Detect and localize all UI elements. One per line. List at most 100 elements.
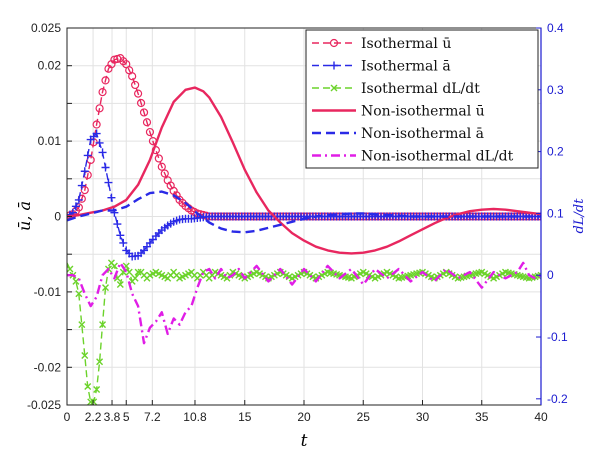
x-tick-label: 15 bbox=[238, 410, 252, 424]
series-non-isothermal-line bbox=[67, 86, 541, 255]
legend-swatch-marker bbox=[330, 84, 338, 92]
x-tick-label: 2.2 bbox=[85, 410, 102, 424]
series-isothermal-dl-dt-marker bbox=[84, 382, 92, 390]
series-isothermal-marker bbox=[136, 98, 146, 108]
series-isothermal-marker bbox=[101, 163, 110, 172]
y-right-tick-label: 0.1 bbox=[547, 206, 564, 220]
y-axis-left-label: ū, ā bbox=[15, 201, 34, 231]
series-non-isothermal-dl-dt bbox=[67, 261, 541, 345]
series-isothermal-marker bbox=[131, 80, 140, 90]
y-left-tick-label: -0.025 bbox=[27, 398, 61, 412]
x-tick-label: 20 bbox=[297, 410, 311, 424]
series-isothermal-marker bbox=[74, 195, 83, 204]
x-tick-label: 0 bbox=[64, 410, 71, 424]
series-isothermal-marker bbox=[98, 87, 107, 97]
series-isothermal-marker bbox=[80, 186, 89, 195]
series-isothermal-marker bbox=[92, 129, 101, 138]
series-isothermal-marker bbox=[98, 148, 107, 157]
y-right-tick-label: 0.3 bbox=[547, 83, 564, 97]
legend-swatch-marker bbox=[329, 38, 339, 48]
x-tick-label: 25 bbox=[357, 410, 371, 424]
series-isothermal-dl-dt-marker bbox=[78, 321, 86, 329]
series-isothermal-marker bbox=[71, 202, 80, 211]
y-left-tick-label: 0.02 bbox=[38, 59, 62, 73]
series-isothermal-dl-dt-marker bbox=[75, 290, 83, 298]
x-tick-label: 10.8 bbox=[183, 410, 207, 424]
x-axis-label: t bbox=[301, 431, 308, 451]
series-non-isothermal-dl-dt-line bbox=[67, 261, 541, 345]
y-right-tick-label: 0.2 bbox=[547, 145, 564, 159]
legend-item: Non-isothermal ū bbox=[312, 104, 485, 120]
x-tick-label: 3.8 bbox=[104, 410, 121, 424]
series-isothermal-marker bbox=[77, 181, 86, 190]
series-isothermal-marker bbox=[107, 193, 116, 202]
legend-label: Isothermal ū bbox=[361, 36, 451, 52]
x-tick-label: 30 bbox=[416, 410, 430, 424]
series-isothermal-dl-dt-marker bbox=[125, 268, 133, 276]
series-isothermal-dl-dt-marker bbox=[90, 398, 98, 405]
series-isothermal-marker bbox=[145, 127, 155, 137]
y-right-tick-label: -0.1 bbox=[547, 330, 568, 344]
series-isothermal-dl-dt-marker bbox=[96, 358, 104, 366]
series-isothermal-marker bbox=[128, 72, 137, 81]
series-isothermal-dl-dt-marker bbox=[131, 274, 139, 282]
series-isothermal-dl-dt-marker bbox=[110, 262, 118, 270]
series-isothermal-dl-dt-marker bbox=[102, 284, 110, 292]
series-isothermal-dl-dt-marker bbox=[537, 271, 541, 279]
series-isothermal-marker bbox=[139, 108, 149, 117]
series-isothermal-marker bbox=[95, 138, 104, 147]
series-isothermal-marker bbox=[116, 231, 125, 240]
series-isothermal-marker bbox=[154, 154, 163, 163]
series-isothermal-marker bbox=[160, 169, 169, 178]
legend-item: Non-isothermal ā bbox=[312, 126, 484, 142]
series-isothermal-marker bbox=[101, 76, 110, 85]
series-isothermal-marker bbox=[157, 162, 166, 171]
y-right-tick-label: -0.2 bbox=[547, 392, 568, 406]
axis-ticks: 0 2.2 3.8 5 7.2 10.8 15 20 25 30 35 40 0.025 0.02 0.01… bbox=[27, 21, 568, 424]
series-isothermal-marker bbox=[134, 89, 143, 98]
series-isothermal-marker bbox=[104, 178, 113, 187]
x-tick-label: 5 bbox=[123, 410, 130, 424]
y-left-tick-label: -0.02 bbox=[34, 360, 62, 374]
series-isothermal-marker bbox=[142, 118, 152, 127]
legend-item: Isothermal ā bbox=[312, 59, 451, 75]
series-isothermal-dl-dt-marker bbox=[116, 280, 124, 288]
y-left-tick-label: 0.01 bbox=[38, 134, 62, 148]
series-isothermal-dl-dt-marker bbox=[99, 321, 107, 329]
series-isothermal-dl-dt-marker bbox=[81, 352, 89, 360]
legend-label: Isothermal ā bbox=[361, 59, 451, 75]
legend-label: Non-isothermal ū bbox=[361, 104, 485, 120]
series-isothermal-dl-dt-marker bbox=[72, 277, 80, 285]
series-non-isothermal-line bbox=[67, 190, 541, 234]
x-tick-label: 7.2 bbox=[144, 410, 161, 424]
legend-label: Isothermal dL/dt bbox=[361, 81, 480, 97]
x-tick-label: 35 bbox=[475, 410, 489, 424]
y-left-tick-label: -0.01 bbox=[34, 285, 62, 299]
legend-item: Isothermal ū bbox=[312, 36, 451, 52]
series-isothermal-marker bbox=[113, 220, 122, 229]
y-right-tick-label: 0 bbox=[547, 268, 554, 282]
x-tick-label: 40 bbox=[534, 410, 548, 424]
y-right-tick-label: 0.4 bbox=[547, 21, 564, 35]
series-non-isothermal bbox=[67, 86, 541, 255]
legend-item: Non-isothermal dL/dt bbox=[312, 149, 514, 165]
y-left-tick-label: 0 bbox=[54, 210, 61, 224]
legend-box bbox=[305, 29, 539, 169]
series-isothermal-dl-dt-marker bbox=[93, 386, 101, 394]
series-isothermal-marker bbox=[119, 238, 128, 247]
legend-item: Isothermal dL/dt bbox=[312, 81, 480, 97]
series-isothermal-marker bbox=[92, 120, 101, 129]
y-left-tick-label: 0.025 bbox=[31, 21, 61, 35]
series-non-isothermal bbox=[67, 190, 541, 234]
series-isothermal-dl-dt-marker bbox=[134, 268, 142, 276]
legend: Isothermal ū Isothermal ā Isothermal dL/dt… bbox=[305, 29, 539, 169]
series-isothermal-dl-dt-marker bbox=[67, 265, 74, 273]
y-axis-right-label: dL/dt bbox=[572, 198, 587, 234]
series-isothermal-marker bbox=[80, 167, 89, 176]
legend-swatch-marker bbox=[330, 61, 338, 70]
legend-label: Non-isothermal ā bbox=[361, 126, 484, 142]
legend-label: Non-isothermal dL/dt bbox=[361, 149, 514, 165]
series-layer bbox=[67, 54, 541, 405]
series-isothermal-marker bbox=[83, 151, 92, 160]
